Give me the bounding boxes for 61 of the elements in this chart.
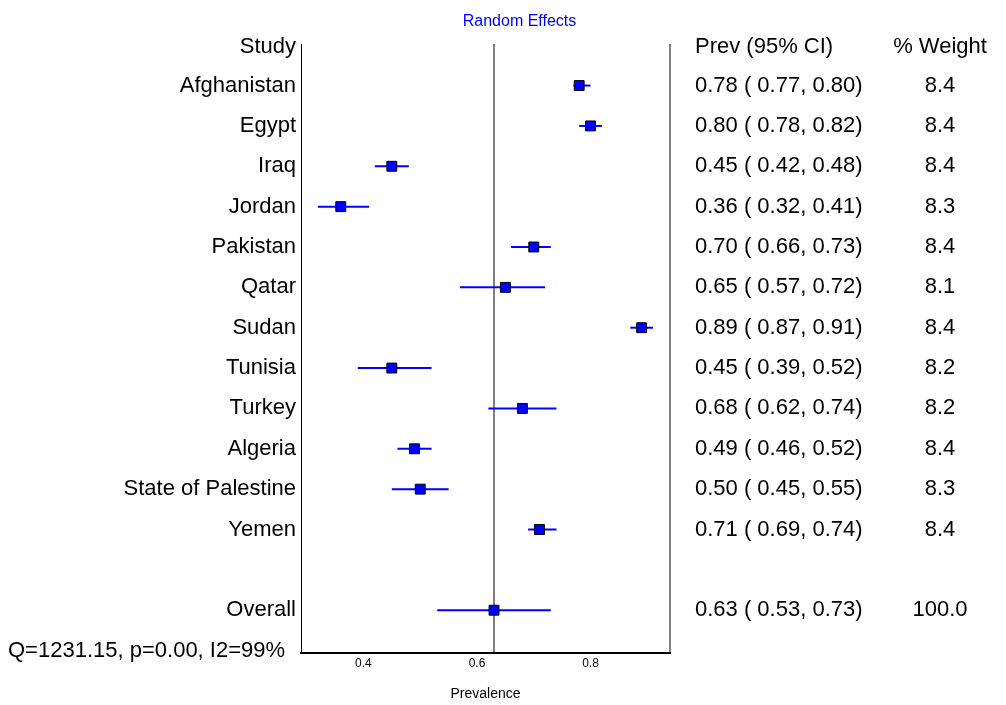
y-tick-label: State of Palestine [123, 475, 296, 501]
point [414, 483, 426, 495]
x-axis-title: Prevalence [450, 685, 521, 702]
point [499, 281, 511, 293]
y-tick-label: Yemen [228, 515, 296, 541]
text: 8.3 [924, 475, 956, 501]
text: 8.4 [924, 233, 956, 259]
y-tick-label: Tunisia [225, 354, 297, 380]
text: 100.0 [912, 596, 968, 622]
y-tick-label: Iraq [258, 152, 296, 178]
text: 8.4 [924, 313, 956, 339]
text: % Weight [893, 33, 987, 59]
x-tick-label: 0.4 [355, 655, 373, 670]
point [488, 604, 500, 616]
chart-title: Random Effects [462, 12, 577, 30]
data-label: 0.49 ( 0.46, 0.52) [695, 434, 863, 460]
point [528, 241, 540, 253]
point [585, 120, 596, 132]
point [573, 80, 585, 92]
point [516, 402, 528, 414]
data-label: 0.36 ( 0.32, 0.41) [695, 192, 863, 218]
data-label: 0.70 ( 0.66, 0.73) [695, 233, 863, 259]
y-tick-label: Overall [226, 596, 296, 622]
y-tick-label: Qatar [240, 273, 296, 299]
y-tick-label: Sudan [232, 313, 296, 339]
text: 8.4 [924, 152, 956, 178]
text: 8.4 [924, 434, 956, 460]
data-label: 0.89 ( 0.87, 0.91) [695, 313, 863, 339]
text: Prev (95% CI) [695, 33, 834, 59]
y-tick-label: Turkey [229, 394, 296, 420]
text: 8.3 [924, 192, 956, 218]
data-label: 0.63 ( 0.53, 0.73) [695, 596, 863, 622]
y-tick-label: Egypt [239, 111, 296, 137]
text: 8.2 [924, 354, 956, 380]
point [386, 160, 398, 172]
text: 8.4 [924, 515, 956, 541]
data-label: 0.45 ( 0.42, 0.48) [695, 152, 863, 178]
text: Q=1231.15, p=0.00, I2=99% [8, 636, 286, 662]
data-label: 0.68 ( 0.62, 0.74) [695, 394, 863, 420]
x-tick-label: 0.8 [582, 655, 600, 670]
data-label: 0.78 ( 0.77, 0.80) [695, 71, 863, 97]
point [409, 443, 420, 455]
data-label: 0.80 ( 0.78, 0.82) [695, 111, 863, 137]
y-tick-label: Afghanistan [179, 71, 296, 97]
point [636, 322, 648, 334]
text: 8.4 [924, 71, 956, 97]
x-tick-label: 0.6 [468, 655, 486, 670]
data-label: 0.50 ( 0.45, 0.55) [695, 475, 863, 501]
data-label: 0.65 ( 0.57, 0.72) [695, 273, 863, 299]
point [386, 362, 398, 374]
y-tick-label: Jordan [228, 192, 296, 218]
y-tick-label: Pakistan [211, 233, 296, 259]
data-label: 0.71 ( 0.69, 0.74) [695, 515, 863, 541]
point [533, 524, 545, 535]
point [335, 201, 347, 213]
y-axis-title: Study [239, 33, 296, 59]
data-label: 0.45 ( 0.39, 0.52) [695, 354, 863, 380]
text: 8.1 [924, 273, 956, 299]
y-tick-label: Algeria [227, 434, 297, 460]
text: 8.4 [924, 111, 956, 137]
text: 8.2 [924, 394, 956, 420]
